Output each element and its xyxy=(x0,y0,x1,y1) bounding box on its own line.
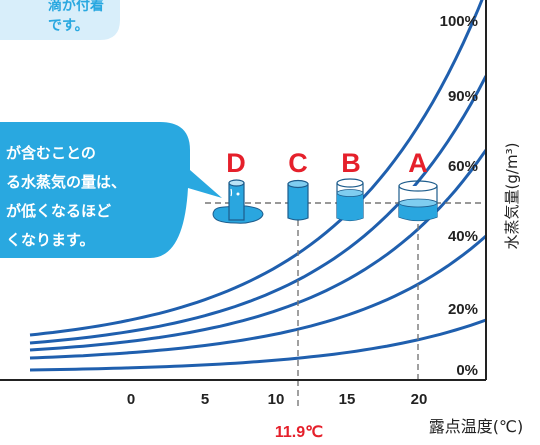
x-tick-20: 20 xyxy=(411,391,428,408)
x-axis-title: 露点温度(℃) xyxy=(429,417,523,436)
cup-b-mostly-full xyxy=(336,178,364,222)
explanation-line-4: くなります。 xyxy=(6,231,95,249)
x-tick-10: 10 xyxy=(268,391,285,408)
humidity-label-40: 40% xyxy=(448,228,478,245)
dew-point-marker: 11.9℃ xyxy=(275,424,323,441)
curve-40 xyxy=(29,234,486,360)
cup-a-half-full xyxy=(398,180,438,222)
cup-letter-a: A xyxy=(408,148,428,178)
explanation-callout: が含むことの る水蒸気の量は、 が低くなるほど くなります。 xyxy=(0,122,222,258)
humidity-label-0: 0% xyxy=(456,362,478,379)
cup-letter-c: C xyxy=(288,148,308,178)
curve-100 xyxy=(29,0,484,337)
y-axis-title: 水蒸気量(g/m³) xyxy=(503,143,521,250)
top-callout: 滴が付着 です。 xyxy=(0,0,120,40)
explanation-line-3: が低くなるほど xyxy=(6,202,111,220)
cup-letter-b: B xyxy=(341,148,361,178)
cup-d-overflowing xyxy=(212,179,264,224)
humidity-label-90: 90% xyxy=(448,88,478,105)
humidity-label-60: 60% xyxy=(448,158,478,175)
x-tick-0: 0 xyxy=(127,391,135,408)
explanation-line-2: る水蒸気の量は、 xyxy=(6,173,126,191)
cup-c-full xyxy=(287,179,309,221)
curve-20 xyxy=(29,318,486,372)
top-callout-line-1: 滴が付着 xyxy=(48,0,104,14)
curve-60 xyxy=(29,149,486,352)
svg-text:水蒸気量(g/m³): 水蒸気量(g/m³) xyxy=(503,143,521,250)
explanation-line-1: が含むことの xyxy=(6,144,96,162)
top-callout-line-2: です。 xyxy=(48,18,89,34)
cup-letter-d: D xyxy=(226,148,246,178)
humidity-label-20: 20% xyxy=(448,301,478,318)
humidity-label-100: 100% xyxy=(440,13,478,30)
x-tick-15: 15 xyxy=(339,391,356,408)
x-tick-5: 5 xyxy=(201,391,209,408)
